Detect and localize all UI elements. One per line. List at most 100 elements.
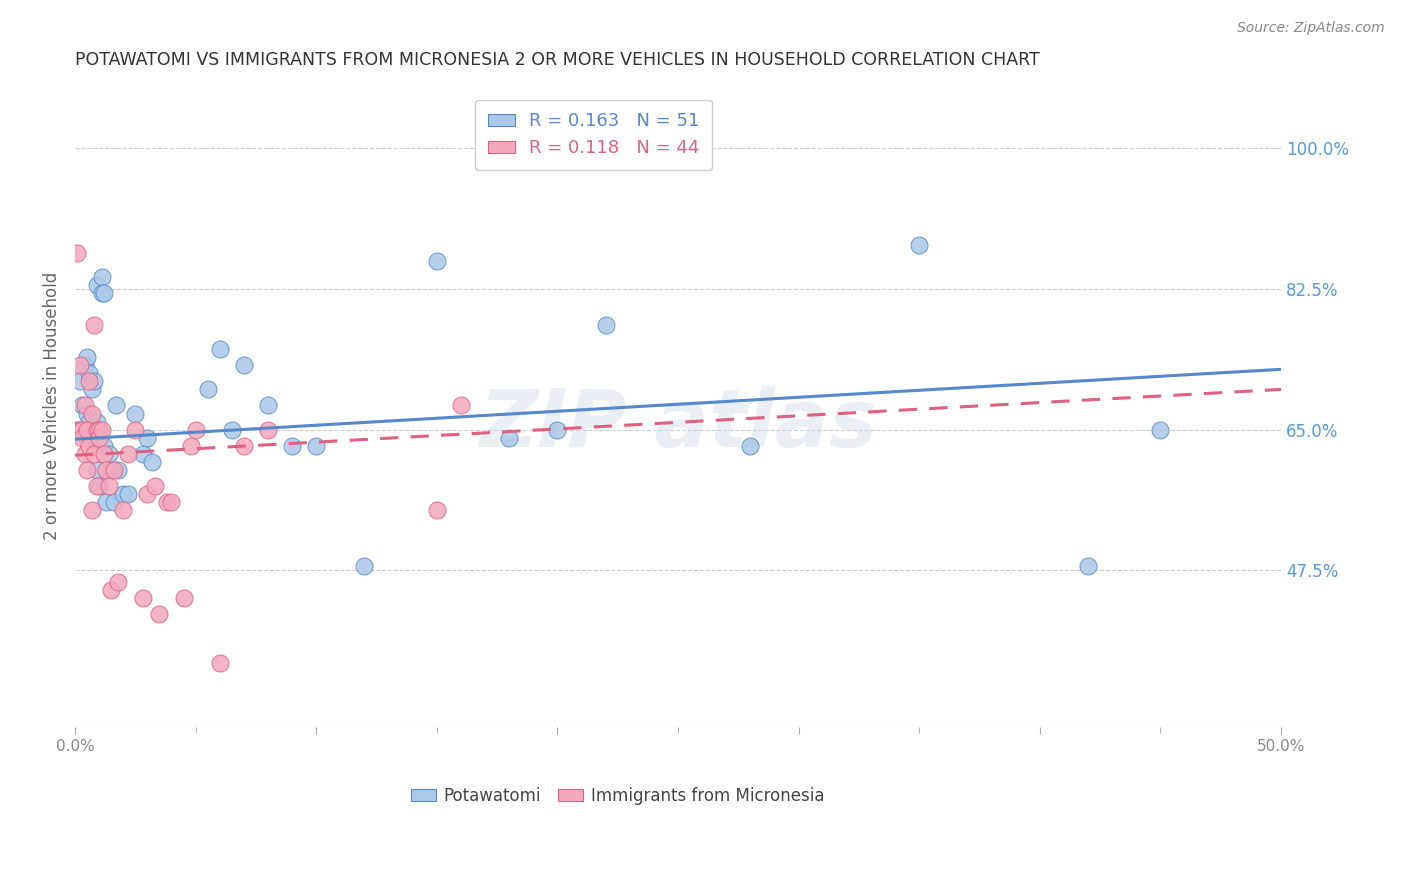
Point: [83, 431, 105, 445]
Point: [426, 253, 449, 268]
Point: [70, 423, 93, 437]
Point: [107, 463, 129, 477]
Point: [450, 399, 472, 413]
Point: [76, 423, 98, 437]
Point: [86, 415, 108, 429]
Point: [90, 423, 112, 437]
Point: [97, 479, 120, 493]
Point: [103, 463, 125, 477]
Point: [136, 431, 159, 445]
Point: [257, 399, 280, 413]
Point: [96, 463, 118, 477]
Point: [79, 439, 101, 453]
Point: [197, 383, 219, 397]
Point: [80, 407, 103, 421]
Point: [76, 407, 98, 421]
Point: [124, 423, 146, 437]
Point: [73, 423, 96, 437]
Point: [93, 447, 115, 461]
Point: [208, 656, 231, 670]
Point: [107, 575, 129, 590]
Point: [117, 447, 139, 461]
Point: [80, 423, 103, 437]
Point: [69, 423, 91, 437]
Point: [105, 399, 128, 413]
Point: [1077, 559, 1099, 574]
Point: [221, 423, 243, 437]
Point: [143, 479, 166, 493]
Point: [73, 399, 96, 413]
Point: [79, 415, 101, 429]
Point: [83, 375, 105, 389]
Point: [90, 269, 112, 284]
Point: [124, 407, 146, 421]
Point: [70, 399, 93, 413]
Point: [69, 375, 91, 389]
Y-axis label: 2 or more Vehicles in Household: 2 or more Vehicles in Household: [44, 271, 60, 540]
Point: [66, 245, 89, 260]
Text: POTAWATOMI VS IMMIGRANTS FROM MICRONESIA 2 OR MORE VEHICLES IN HOUSEHOLD CORRELA: POTAWATOMI VS IMMIGRANTS FROM MICRONESIA…: [75, 51, 1040, 69]
Point: [66, 423, 89, 437]
Point: [70, 431, 93, 445]
Point: [89, 479, 111, 493]
Point: [100, 463, 122, 477]
Point: [80, 503, 103, 517]
Point: [112, 503, 135, 517]
Point: [546, 423, 568, 437]
Point: [131, 447, 153, 461]
Point: [141, 455, 163, 469]
Point: [83, 447, 105, 461]
Text: ZIP atlas: ZIP atlas: [479, 385, 877, 464]
Point: [79, 375, 101, 389]
Point: [89, 423, 111, 437]
Point: [86, 277, 108, 292]
Point: [117, 487, 139, 501]
Point: [97, 447, 120, 461]
Point: [173, 591, 195, 606]
Point: [232, 359, 254, 373]
Point: [76, 351, 98, 365]
Point: [80, 383, 103, 397]
Point: [90, 285, 112, 300]
Point: [73, 447, 96, 461]
Point: [148, 607, 170, 622]
Point: [184, 423, 207, 437]
Point: [131, 591, 153, 606]
Point: [136, 487, 159, 501]
Point: [86, 463, 108, 477]
Point: [89, 431, 111, 445]
Point: [257, 423, 280, 437]
Point: [79, 367, 101, 381]
Point: [66, 423, 89, 437]
Point: [93, 439, 115, 453]
Point: [353, 559, 375, 574]
Point: [76, 463, 98, 477]
Point: [595, 318, 617, 332]
Point: [86, 479, 108, 493]
Point: [96, 495, 118, 509]
Point: [908, 237, 931, 252]
Point: [86, 423, 108, 437]
Point: [208, 343, 231, 357]
Point: [93, 285, 115, 300]
Point: [103, 495, 125, 509]
Point: [426, 503, 449, 517]
Point: [281, 439, 304, 453]
Point: [89, 423, 111, 437]
Point: [232, 439, 254, 453]
Legend: Potawatomi, Immigrants from Micronesia: Potawatomi, Immigrants from Micronesia: [404, 780, 831, 812]
Point: [156, 495, 179, 509]
Point: [76, 431, 98, 445]
Point: [498, 431, 520, 445]
Point: [69, 359, 91, 373]
Point: [1149, 423, 1171, 437]
Point: [73, 359, 96, 373]
Point: [180, 439, 202, 453]
Point: [112, 487, 135, 501]
Point: [305, 439, 328, 453]
Point: [83, 318, 105, 332]
Text: Source: ZipAtlas.com: Source: ZipAtlas.com: [1237, 21, 1385, 35]
Point: [160, 495, 183, 509]
Point: [740, 439, 762, 453]
Point: [100, 583, 122, 598]
